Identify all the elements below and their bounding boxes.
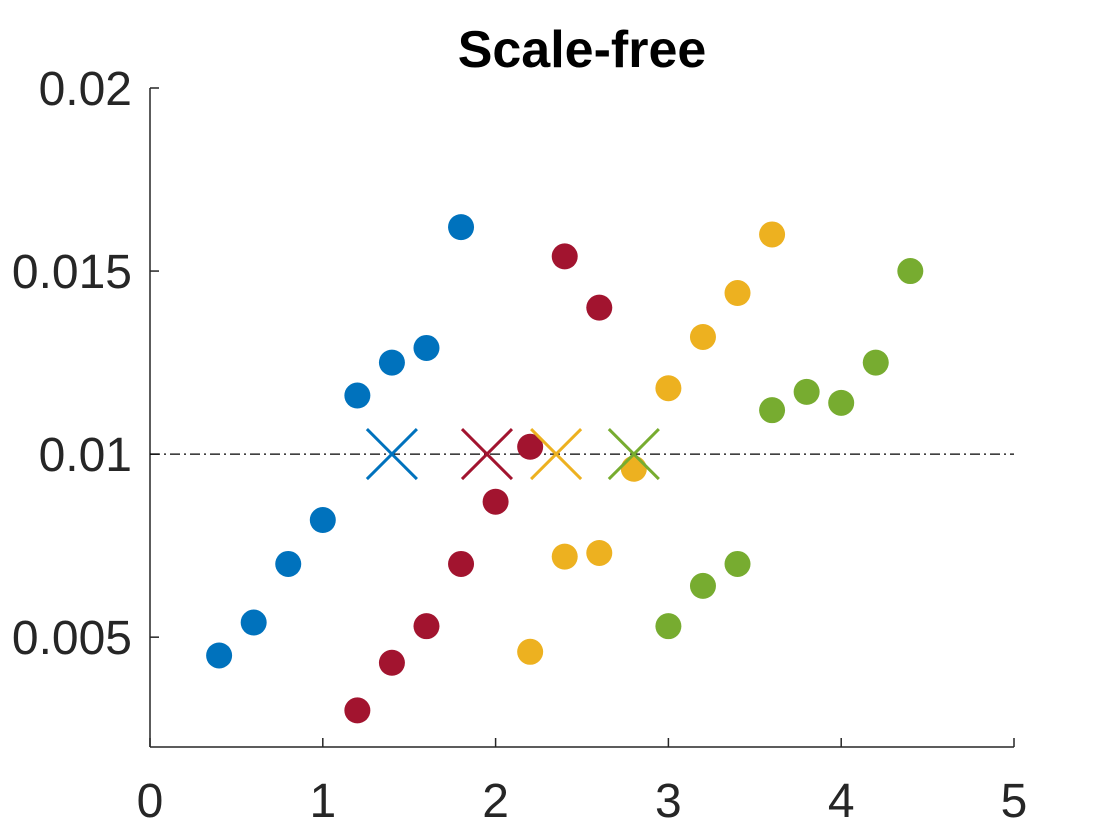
x-tick-label: 1 — [309, 775, 336, 828]
data-point-series-1 — [413, 334, 440, 361]
x-tick-label: 4 — [828, 775, 855, 828]
data-point-series-4 — [897, 258, 924, 285]
data-point-series-1 — [240, 609, 267, 636]
x-marker-stroke — [460, 428, 514, 481]
data-point-series-2 — [517, 433, 544, 460]
x-marker-stroke — [365, 428, 418, 481]
x-marker-stroke — [607, 428, 660, 481]
data-point-series-4 — [759, 397, 786, 424]
y-tick-label: 0.01 — [39, 429, 132, 482]
data-point-series-4 — [689, 572, 716, 599]
y-tick-label: 0.005 — [12, 612, 132, 665]
data-point-series-3 — [724, 280, 751, 307]
data-point-series-4 — [724, 550, 751, 577]
data-point-series-2 — [378, 649, 405, 676]
data-point-series-3 — [517, 638, 544, 665]
data-point-series-2 — [551, 243, 578, 270]
chart-title: Scale-free — [458, 21, 707, 79]
data-point-series-2 — [448, 550, 475, 577]
x-tick-label: 3 — [655, 775, 682, 828]
x-tick-label: 2 — [482, 775, 509, 828]
data-point-series-4 — [655, 613, 682, 640]
data-point-series-1 — [344, 382, 371, 409]
x-marker-series-3 — [530, 428, 583, 481]
data-point-series-2 — [482, 488, 509, 515]
data-point-series-2 — [344, 697, 371, 724]
data-point-series-3 — [689, 323, 716, 350]
y-tick-label: 0.02 — [39, 63, 132, 116]
data-point-series-3 — [620, 455, 647, 482]
data-points — [206, 214, 924, 724]
x-marker-series-4 — [607, 428, 660, 481]
data-point-series-1 — [448, 214, 475, 241]
data-point-series-2 — [413, 613, 440, 640]
data-point-series-3 — [586, 539, 613, 566]
x-marker-series-2 — [460, 428, 514, 481]
x-marker-stroke — [530, 428, 583, 481]
data-point-series-2 — [586, 294, 613, 321]
x-markers — [365, 428, 660, 481]
data-point-series-3 — [551, 543, 578, 570]
data-point-series-3 — [759, 221, 786, 248]
x-tick-label: 5 — [1001, 775, 1028, 828]
axes: 0 1 2 3 4 5 0.005 0.01 0.015 0.02 — [12, 63, 1027, 828]
data-point-series-4 — [793, 378, 820, 405]
x-marker-series-1 — [365, 428, 418, 481]
x-tick-label: 0 — [137, 775, 164, 828]
data-point-series-4 — [862, 349, 889, 376]
y-tick-label: 0.015 — [12, 246, 132, 299]
data-point-series-4 — [828, 389, 855, 416]
data-point-series-3 — [655, 375, 682, 402]
data-point-series-1 — [378, 349, 405, 376]
data-point-series-1 — [309, 507, 336, 534]
data-point-series-1 — [206, 642, 233, 669]
data-point-series-1 — [275, 550, 302, 577]
